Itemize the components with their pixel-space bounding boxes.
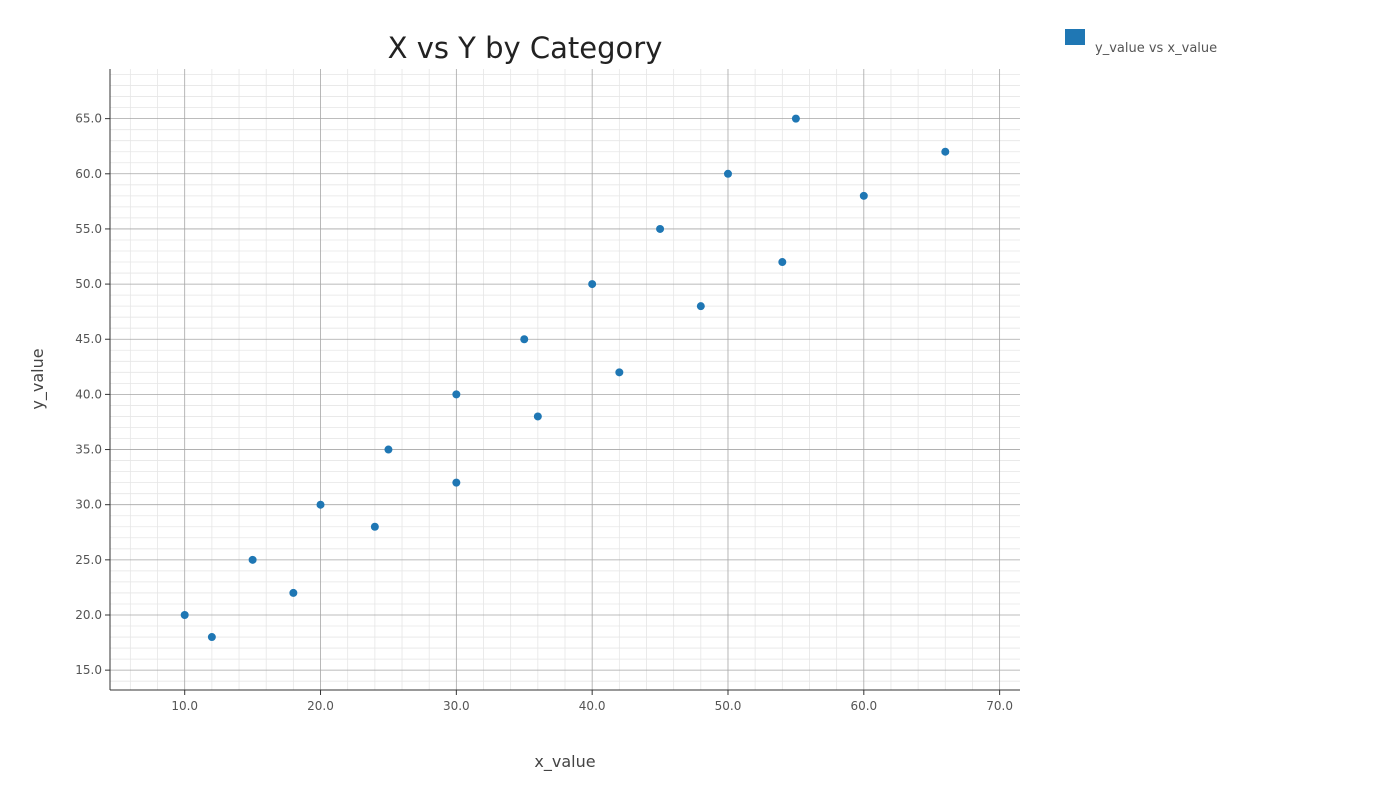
data-point bbox=[180, 610, 189, 619]
x-tick-label: 20.0 bbox=[307, 699, 334, 713]
x-axis-title: x_value bbox=[534, 752, 595, 772]
data-point bbox=[941, 147, 950, 156]
chart-title: X vs Y by Category bbox=[388, 31, 663, 65]
y-axis-ticks: 15.0 20.0 25.0 30.0 35.0 40.0 45.0 50.0 55.0 60.0… bbox=[75, 112, 110, 677]
data-point bbox=[520, 335, 529, 344]
data-point bbox=[723, 169, 732, 178]
y-tick-label: 60.0 bbox=[75, 167, 102, 181]
x-tick-label: 60.0 bbox=[850, 699, 877, 713]
x-tick-label: 30.0 bbox=[443, 699, 470, 713]
data-point bbox=[452, 478, 461, 487]
axes bbox=[109, 69, 1020, 691]
data-point bbox=[859, 191, 868, 200]
x-tick-label: 50.0 bbox=[715, 699, 742, 713]
x-tick-label: 70.0 bbox=[986, 699, 1013, 713]
data-point bbox=[207, 633, 216, 642]
data-point bbox=[248, 555, 257, 564]
y-tick-label: 30.0 bbox=[75, 498, 102, 512]
y-axis-title: y_value bbox=[28, 348, 48, 409]
x-axis-ticks: 10.0 20.0 30.0 40.0 50.0 60.0 70.0 bbox=[171, 690, 1013, 713]
data-point bbox=[533, 412, 542, 421]
major-gridlines bbox=[110, 69, 1020, 690]
data-point bbox=[316, 500, 325, 509]
data-point bbox=[289, 588, 298, 597]
y-tick-label: 65.0 bbox=[75, 112, 102, 126]
y-tick-label: 50.0 bbox=[75, 277, 102, 291]
data-point bbox=[370, 522, 379, 531]
y-tick-label: 15.0 bbox=[75, 663, 102, 677]
data-point bbox=[656, 224, 665, 233]
data-point bbox=[615, 368, 624, 377]
y-tick-label: 25.0 bbox=[75, 553, 102, 567]
y-tick-label: 45.0 bbox=[75, 332, 102, 346]
data-points bbox=[180, 114, 950, 642]
data-point bbox=[696, 302, 705, 311]
x-tick-label: 10.0 bbox=[171, 699, 198, 713]
y-tick-label: 40.0 bbox=[75, 387, 102, 401]
legend: y_value vs x_value bbox=[1065, 29, 1217, 56]
y-tick-label: 35.0 bbox=[75, 443, 102, 457]
y-tick-label: 20.0 bbox=[75, 608, 102, 622]
y-tick-label: 55.0 bbox=[75, 222, 102, 236]
minor-gridlines bbox=[110, 69, 1020, 690]
data-point bbox=[791, 114, 800, 123]
legend-swatch bbox=[1065, 29, 1085, 45]
x-tick-label: 40.0 bbox=[579, 699, 606, 713]
data-point bbox=[778, 258, 787, 267]
data-point bbox=[384, 445, 393, 454]
legend-label: y_value vs x_value bbox=[1095, 41, 1217, 56]
data-point bbox=[588, 280, 597, 289]
data-point bbox=[452, 390, 461, 399]
